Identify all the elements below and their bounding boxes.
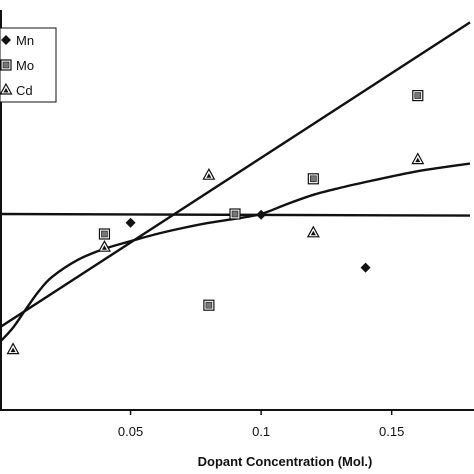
- point-cd: [6, 342, 20, 355]
- point-mn: [360, 262, 371, 273]
- legend-marker-cd: [0, 82, 13, 95]
- point-cd: [202, 167, 216, 180]
- legend-marker-mo: [0, 59, 12, 71]
- point-mn: [125, 217, 136, 228]
- fit-lines: [0, 21, 471, 343]
- point-mn: [256, 209, 267, 220]
- x-tick-label: 0.05: [118, 424, 143, 439]
- legend-label-mo: Mo: [16, 58, 34, 73]
- legend: Mn Mo Cd: [0, 27, 57, 103]
- point-mo: [98, 228, 111, 240]
- point-mo: [203, 299, 215, 311]
- x-axis-title: Dopant Concentration (Mol.): [198, 454, 373, 469]
- fit-line-mo: [0, 21, 471, 329]
- legend-label-cd: Cd: [16, 83, 33, 98]
- point-cd: [97, 239, 111, 252]
- legend-label-mn: Mn: [16, 33, 34, 48]
- data-markers: [6, 89, 425, 355]
- x-tick-label: 0.15: [379, 424, 404, 439]
- x-tick-label: 0.1: [252, 424, 270, 439]
- legend-marker-mn: [1, 35, 11, 45]
- fit-line-cd: [0, 162, 471, 343]
- point-cd: [306, 225, 320, 238]
- point-mo: [229, 208, 241, 220]
- point-mo: [412, 89, 424, 102]
- point-cd: [411, 152, 425, 165]
- point-mo: [307, 173, 319, 185]
- x-axis-ticks: 0.05 0.1 0.15: [118, 410, 404, 439]
